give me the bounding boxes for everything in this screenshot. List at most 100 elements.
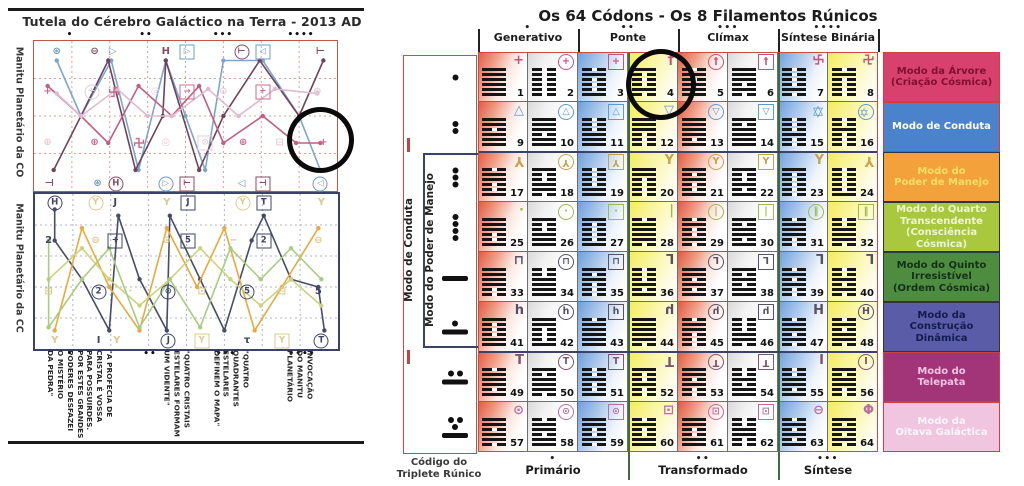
codon-number: 51 bbox=[610, 388, 624, 399]
hexagram-line bbox=[532, 272, 556, 276]
hexagram-line bbox=[832, 317, 856, 321]
group-label: Primário bbox=[525, 463, 581, 477]
rune-icon: † bbox=[708, 54, 724, 70]
hexagram-line bbox=[832, 127, 856, 131]
codon-cell: · 25 bbox=[478, 202, 528, 252]
hexagram-line bbox=[682, 437, 706, 441]
chart-symbol-icon: ⊙ bbox=[197, 135, 213, 151]
hexagram-line bbox=[782, 132, 806, 136]
mayan-numeral bbox=[442, 370, 468, 385]
hexagram-line bbox=[632, 382, 656, 386]
hexagram-line bbox=[632, 377, 656, 381]
chart-symbol-icon: ⊖ bbox=[90, 45, 99, 57]
codon-number: 3 bbox=[617, 88, 624, 99]
codon-cell: +3 bbox=[578, 52, 628, 102]
hexagram-line bbox=[582, 382, 606, 386]
divider-transformado-sintese bbox=[778, 52, 780, 480]
chart-symbol-icon: ⊢ bbox=[315, 45, 325, 57]
codon-number: 41 bbox=[510, 338, 524, 349]
group-label: Transformado bbox=[658, 463, 748, 477]
hexagram-line bbox=[632, 372, 656, 376]
chart-symbol-icon: ▷ bbox=[108, 45, 117, 57]
hexagram-line bbox=[532, 122, 556, 126]
rune-icon: h bbox=[558, 304, 574, 320]
hexagram-line bbox=[782, 382, 806, 386]
chart-symbol-icon: ◁ bbox=[312, 176, 328, 192]
hexagram bbox=[632, 165, 656, 196]
hexagram-line bbox=[732, 437, 756, 441]
codon-number: 29 bbox=[710, 238, 724, 249]
codon-number: 59 bbox=[610, 438, 624, 449]
chart-symbol-icon: Y bbox=[235, 195, 251, 211]
codon-number: 9 bbox=[517, 138, 524, 149]
hexagram-line bbox=[632, 332, 656, 336]
row-separator-6-7 bbox=[478, 351, 878, 353]
codon-cell: ⊡ 60 bbox=[628, 402, 678, 452]
chart-symbol-icon: + bbox=[84, 84, 100, 100]
codon-number: 5 bbox=[717, 88, 724, 99]
hexagram-line bbox=[832, 137, 856, 141]
rune-icon: ⊖ bbox=[813, 403, 824, 418]
hexagram-line bbox=[782, 422, 806, 426]
hexagram-line bbox=[482, 367, 506, 371]
hexagram-line bbox=[782, 87, 806, 91]
hexagram-line bbox=[482, 137, 506, 141]
hexagram-line bbox=[732, 72, 756, 76]
mode-label: Modo do Telepata bbox=[883, 352, 1000, 402]
hexagram-line bbox=[732, 122, 756, 126]
hexagram-line bbox=[482, 427, 506, 431]
hexagram-line bbox=[532, 377, 556, 381]
hexagram-line bbox=[632, 287, 656, 291]
chart-symbol-icon: 2 bbox=[256, 233, 272, 248]
hexagram-line bbox=[482, 393, 506, 396]
rune-icon: Γ bbox=[665, 253, 674, 268]
hexagram bbox=[682, 365, 706, 396]
mode-label-line: Irresistível bbox=[911, 271, 972, 283]
hexagram-line bbox=[782, 367, 806, 371]
right-page: Os 64 Códons - Os 8 Filamentos Rúnicos •… bbox=[392, 0, 1024, 486]
mode-label-line: Transcendente bbox=[900, 215, 983, 227]
hexagram-line bbox=[632, 143, 656, 146]
hexagram-line bbox=[482, 122, 506, 126]
hexagram bbox=[482, 165, 506, 196]
numeral-dot bbox=[452, 167, 458, 174]
hexagram-line bbox=[732, 322, 756, 326]
chart-symbol-icon: ⊙ bbox=[160, 284, 176, 300]
rune-icon: | bbox=[708, 204, 724, 220]
hexagram-line bbox=[832, 437, 856, 441]
chart-symbol-icon: ⊟ bbox=[44, 285, 53, 297]
hexagram bbox=[682, 215, 706, 246]
hexagram-line bbox=[582, 182, 606, 186]
hexagram-line bbox=[832, 272, 856, 276]
hexagram-line bbox=[632, 317, 656, 321]
hexagram-line bbox=[582, 287, 606, 291]
hexagram bbox=[582, 165, 606, 196]
hexagram-line bbox=[632, 387, 656, 391]
hexagram-line bbox=[682, 382, 706, 386]
hexagram-line bbox=[832, 337, 856, 341]
hexagram-line bbox=[532, 332, 556, 336]
codon-cell: ⊓ 35 bbox=[578, 252, 628, 302]
hexagram-line bbox=[482, 382, 506, 386]
hexagram-line bbox=[732, 267, 756, 271]
codon-cell: I 55 bbox=[778, 352, 828, 402]
hexagram-line bbox=[682, 387, 706, 391]
codon-cell: ⊓ 34 bbox=[528, 252, 578, 302]
rune-icon: Γ bbox=[758, 254, 774, 270]
codon-number: 63 bbox=[810, 438, 824, 449]
hexagram bbox=[532, 365, 556, 396]
rune-icon: T bbox=[558, 354, 574, 370]
codon-cell: △ ▽ 16 bbox=[828, 102, 878, 152]
chart-symbol-icon: ⊕ bbox=[238, 137, 248, 148]
hexagram-line bbox=[782, 282, 806, 286]
codon-number: 1 bbox=[517, 88, 524, 99]
hexagram-line bbox=[782, 243, 806, 246]
hexagram-line bbox=[482, 232, 506, 236]
hexagram-line bbox=[732, 432, 756, 436]
codon-number: 32 bbox=[860, 238, 874, 249]
codon-number: 24 bbox=[860, 188, 874, 199]
hexagram-line bbox=[682, 422, 706, 426]
codon-cell: h 44 bbox=[628, 302, 678, 352]
hexagram-line bbox=[682, 243, 706, 246]
chart-symbol-icon: ⊛ bbox=[93, 178, 102, 190]
